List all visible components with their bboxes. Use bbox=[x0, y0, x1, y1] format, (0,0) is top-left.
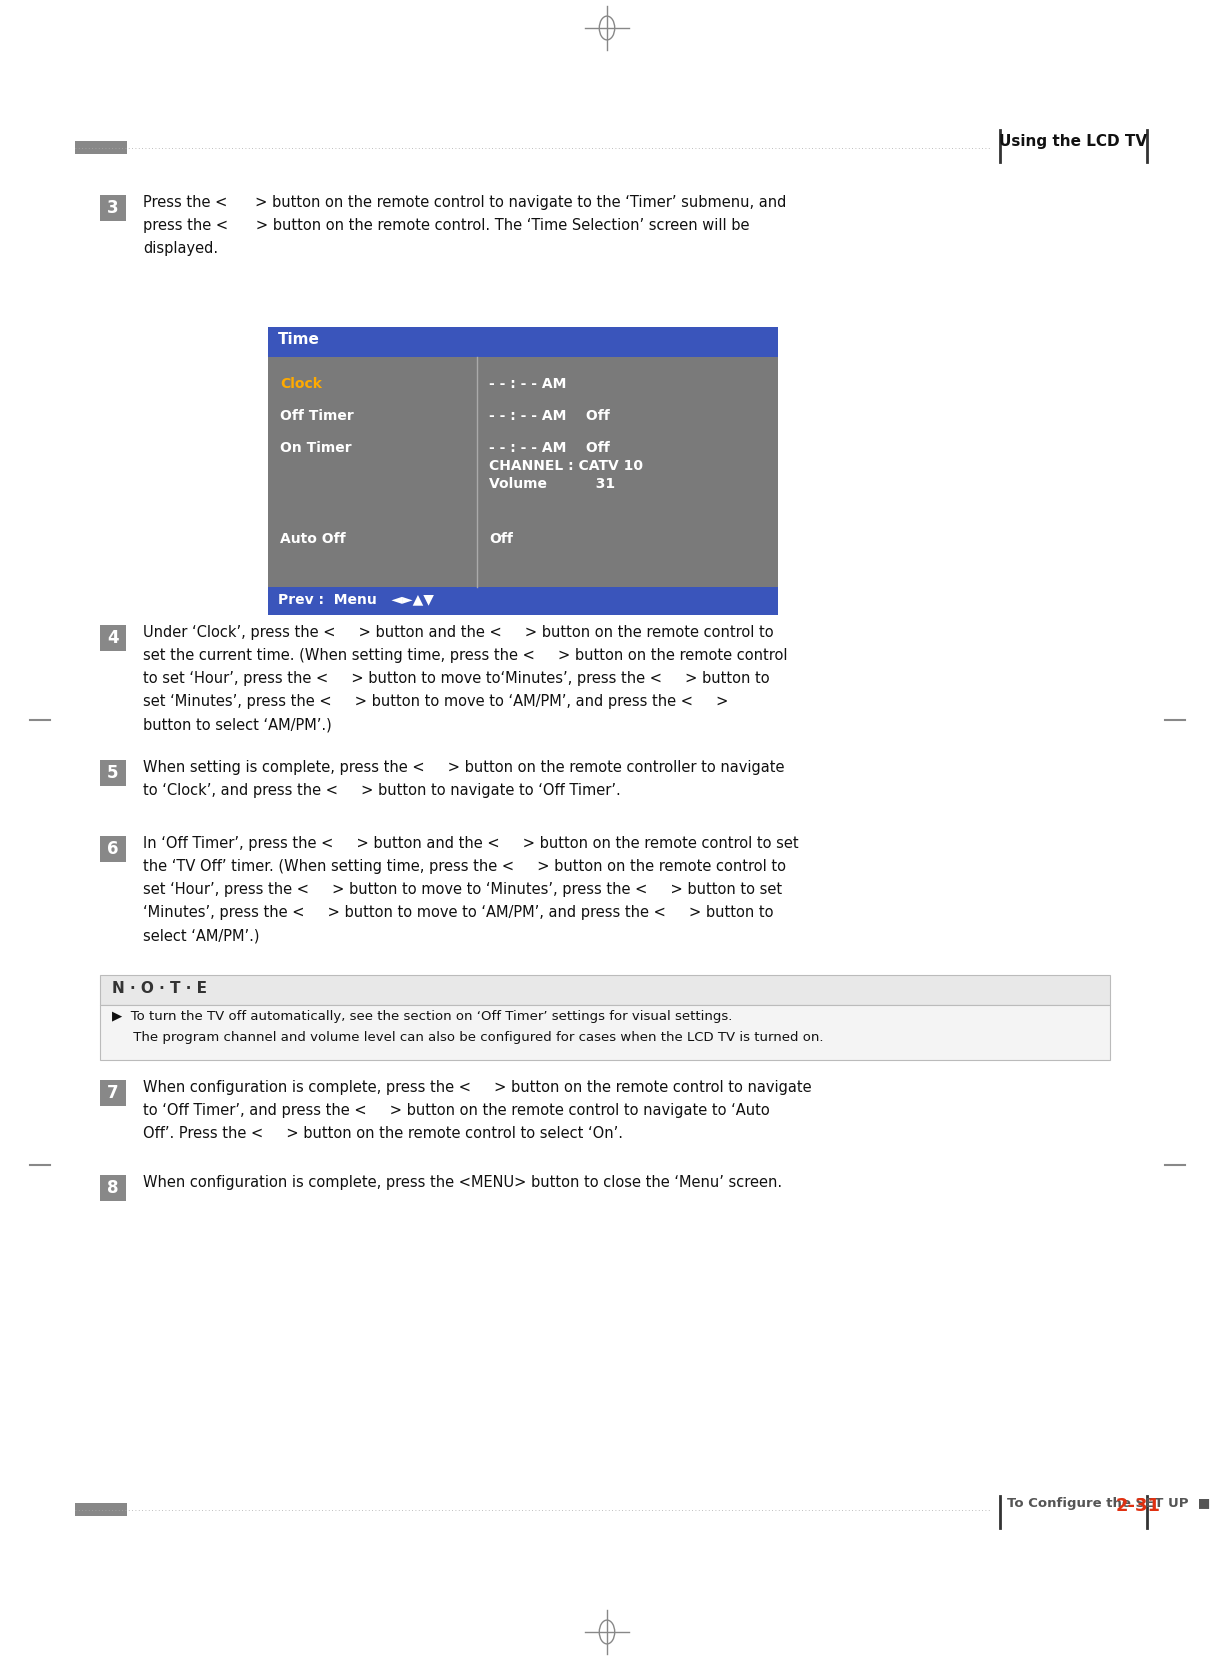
Text: select ‘AM/PM’.): select ‘AM/PM’.) bbox=[143, 928, 260, 943]
Text: When configuration is complete, press the <     > button on the remote control t: When configuration is complete, press th… bbox=[143, 1081, 812, 1096]
Bar bbox=[100, 837, 126, 862]
Bar bbox=[100, 1081, 126, 1106]
Bar bbox=[100, 974, 1111, 1004]
Text: - - : - - AM    Off: - - : - - AM Off bbox=[488, 408, 610, 423]
Text: 5: 5 bbox=[107, 764, 119, 782]
Text: Off’. Press the <     > button on the remote control to select ‘On’.: Off’. Press the < > button on the remote… bbox=[143, 1125, 623, 1140]
Bar bbox=[100, 760, 126, 785]
Text: On Timer: On Timer bbox=[279, 442, 351, 455]
Text: - - : - - AM: - - : - - AM bbox=[488, 377, 566, 392]
Text: 4: 4 bbox=[107, 629, 119, 647]
Text: set ‘Minutes’, press the <     > button to move to ‘AM/PM’, and press the <     : set ‘Minutes’, press the < > button to m… bbox=[143, 694, 728, 709]
Text: set ‘Hour’, press the <     > button to move to ‘Minutes’, press the <     > but: set ‘Hour’, press the < > button to move… bbox=[143, 881, 782, 896]
Text: ‘Minutes’, press the <     > button to move to ‘AM/PM’, and press the <     > bu: ‘Minutes’, press the < > button to move … bbox=[143, 905, 774, 920]
Bar bbox=[75, 1502, 128, 1516]
Bar bbox=[100, 1175, 126, 1200]
Text: Clock: Clock bbox=[279, 377, 322, 392]
Text: displayed.: displayed. bbox=[143, 241, 219, 256]
Text: Time: Time bbox=[278, 332, 320, 347]
Bar bbox=[100, 626, 126, 651]
Bar bbox=[269, 588, 778, 614]
Text: to ‘Off Timer’, and press the <     > button on the remote control to navigate t: to ‘Off Timer’, and press the < > button… bbox=[143, 1102, 770, 1117]
Text: Off: Off bbox=[488, 531, 513, 546]
Text: button to select ‘AM/PM’.): button to select ‘AM/PM’.) bbox=[143, 717, 332, 732]
Bar bbox=[269, 357, 778, 588]
Text: to ‘Clock’, and press the <     > button to navigate to ‘Off Timer’.: to ‘Clock’, and press the < > button to … bbox=[143, 784, 621, 798]
Text: 8: 8 bbox=[107, 1179, 119, 1197]
Text: In ‘Off Timer’, press the <     > button and the <     > button on the remote co: In ‘Off Timer’, press the < > button and… bbox=[143, 837, 798, 852]
Text: To Configure the SET UP  ■: To Configure the SET UP ■ bbox=[1007, 1497, 1210, 1511]
Text: N · O · T · E: N · O · T · E bbox=[112, 981, 207, 996]
Text: Press the <      > button on the remote control to navigate to the ‘Timer’ subme: Press the < > button on the remote contr… bbox=[143, 194, 786, 211]
Text: set the current time. (When setting time, press the <     > button on the remote: set the current time. (When setting time… bbox=[143, 647, 787, 662]
Text: 2-31: 2-31 bbox=[1115, 1497, 1160, 1516]
Bar bbox=[269, 327, 778, 357]
Text: Using the LCD TV: Using the LCD TV bbox=[999, 134, 1147, 149]
Text: the ‘TV Off’ timer. (When setting time, press the <     > button on the remote c: the ‘TV Off’ timer. (When setting time, … bbox=[143, 858, 786, 875]
Text: 6: 6 bbox=[107, 840, 119, 858]
Bar bbox=[100, 1004, 1111, 1061]
Text: ▶  To turn the TV off automatically, see the section on ‘Off Timer’ settings for: ▶ To turn the TV off automatically, see … bbox=[112, 1009, 733, 1023]
Text: When setting is complete, press the <     > button on the remote controller to n: When setting is complete, press the < > … bbox=[143, 760, 785, 775]
Text: Off Timer: Off Timer bbox=[279, 408, 354, 423]
Bar bbox=[100, 194, 126, 221]
Text: to set ‘Hour’, press the <     > button to move to‘Minutes’, press the <     > b: to set ‘Hour’, press the < > button to m… bbox=[143, 671, 769, 686]
Text: press the <      > button on the remote control. The ‘Time Selection’ screen wil: press the < > button on the remote contr… bbox=[143, 217, 750, 232]
Text: Auto Off: Auto Off bbox=[279, 531, 345, 546]
Text: When configuration is complete, press the <MENU> button to close the ‘Menu’ scre: When configuration is complete, press th… bbox=[143, 1175, 782, 1190]
Text: Prev :  Menu   ◄►▲▼: Prev : Menu ◄►▲▼ bbox=[278, 593, 434, 606]
Text: The program channel and volume level can also be configured for cases when the L: The program channel and volume level can… bbox=[112, 1031, 824, 1044]
Bar bbox=[75, 141, 128, 154]
Text: Under ‘Clock’, press the <     > button and the <     > button on the remote con: Under ‘Clock’, press the < > button and … bbox=[143, 626, 774, 641]
Text: 7: 7 bbox=[107, 1084, 119, 1102]
Text: 3: 3 bbox=[107, 199, 119, 217]
Text: - - : - - AM    Off
CHANNEL : CATV 10
Volume          31: - - : - - AM Off CHANNEL : CATV 10 Volum… bbox=[488, 442, 643, 491]
